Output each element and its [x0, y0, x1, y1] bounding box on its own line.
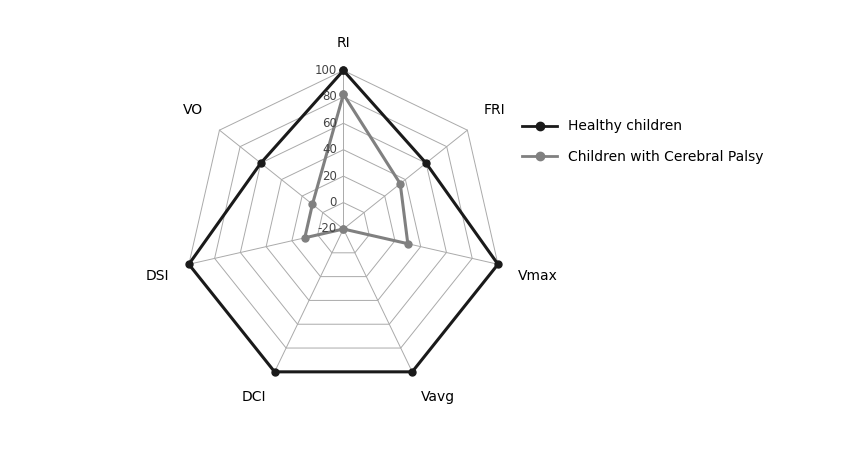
- Text: DSI: DSI: [145, 269, 169, 283]
- Text: FRI: FRI: [484, 104, 505, 117]
- Text: -20: -20: [318, 223, 337, 235]
- Text: Vmax: Vmax: [518, 269, 558, 283]
- Text: 60: 60: [322, 117, 337, 130]
- Text: VO: VO: [183, 104, 203, 117]
- Text: RI: RI: [336, 36, 350, 50]
- Text: 100: 100: [315, 64, 337, 77]
- Text: Vavg: Vavg: [421, 390, 456, 404]
- Legend: Healthy children, Children with Cerebral Palsy: Healthy children, Children with Cerebral…: [517, 114, 769, 170]
- Text: 0: 0: [329, 196, 337, 209]
- Text: 80: 80: [323, 90, 337, 104]
- Text: 20: 20: [322, 169, 337, 183]
- Text: 40: 40: [322, 143, 337, 156]
- Text: DCI: DCI: [241, 390, 266, 404]
